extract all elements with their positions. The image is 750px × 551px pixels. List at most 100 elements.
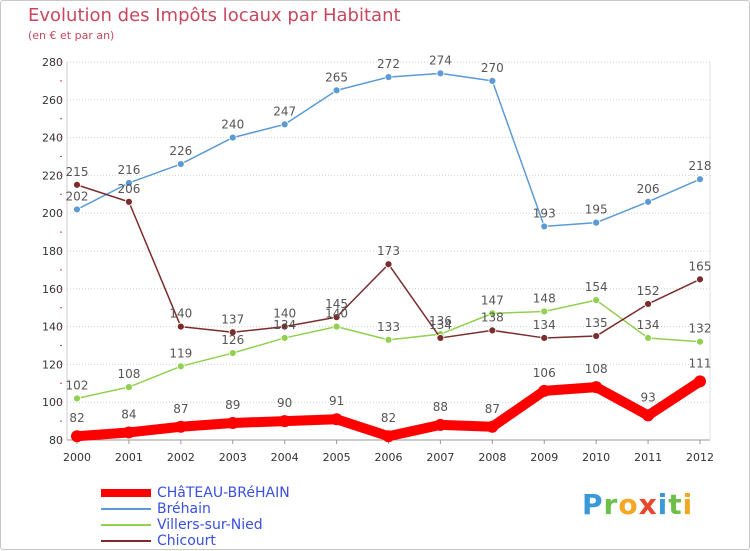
data-label: 206 [637,182,660,196]
logo-letter: P [582,488,604,521]
x-tick-label: 2003 [219,451,247,464]
data-label: 218 [689,159,712,173]
data-point [538,384,551,397]
x-tick-label: 2008 [478,451,506,464]
legend-label: Bréhain [157,501,211,517]
data-label: 89 [225,398,240,412]
data-point [278,415,291,428]
data-point [642,409,655,422]
data-label: 215 [66,165,89,179]
data-point [488,77,497,85]
data-point [71,430,83,443]
data-label: 240 [221,118,244,132]
legend-item: Bréhain [101,501,401,517]
data-label: 137 [221,312,244,326]
data-point [540,222,549,231]
x-tick-label: 2002 [167,451,195,464]
data-label: 193 [533,206,556,220]
legend-item: Chicourt [101,533,401,549]
data-point [436,69,445,78]
data-point [644,300,652,308]
chart-subtitle: (en € et par an) [28,29,115,42]
data-point [228,349,237,357]
data-point [592,218,601,227]
x-tick-label: 2007 [426,451,454,464]
data-label: 111 [689,356,712,370]
data-label: 140 [273,307,296,321]
data-label: 274 [429,53,452,67]
data-label: 132 [689,322,712,336]
data-point [280,322,289,331]
data-label: 145 [325,297,348,311]
x-tick-label: 2004 [271,451,299,464]
data-point [384,260,393,269]
legend: CHâTEAU-BRéHAIN Bréhain Villers-sur-Nied Ch… [101,485,401,549]
data-label: 148 [533,291,556,305]
data-label: 154 [585,280,608,294]
data-label: 206 [117,182,140,196]
data-point [644,197,652,206]
data-label: 82 [381,411,396,425]
logo-letter: t [668,488,683,521]
legend-item: CHâTEAU-BRéHAIN [101,485,401,501]
legend-item: Villers-sur-Nied [101,517,401,533]
data-label: 138 [481,310,504,324]
data-label: 140 [169,307,192,321]
data-point [176,362,185,371]
data-label: 135 [585,316,608,330]
x-tick-label: 2005 [323,451,351,464]
data-label: 165 [689,259,712,273]
y-tick-label: 180 [42,245,63,258]
y-tick-label: 240 [42,132,63,145]
data-point [228,133,237,142]
data-label: 93 [640,390,655,404]
data-point [125,179,133,187]
data-label: 173 [377,244,400,258]
legend-swatch [101,508,151,510]
data-point [540,307,549,316]
data-point [592,296,601,305]
y-tick-label: 100 [42,396,63,409]
data-point [644,334,652,342]
data-label: 202 [66,189,89,203]
data-point [694,375,706,388]
chart-title: Evolution des Impôts locaux par Habitant [28,5,401,26]
y-tick-label: 260 [42,94,63,107]
x-tick-label: 2011 [634,451,662,464]
data-point [73,205,81,214]
data-label: 195 [585,203,608,217]
data-label: 272 [377,57,400,71]
logo-letter: x [638,488,658,521]
x-tick-label: 2006 [375,451,403,464]
y-tick-label: 80 [49,434,63,447]
logo-letter: i [682,488,694,521]
data-point [176,322,185,331]
data-point [228,328,237,337]
y-tick-label: 200 [42,207,63,220]
x-tick-label: 2012 [686,451,714,464]
y-tick-label: 120 [42,358,63,371]
data-label: 87 [485,402,500,416]
data-point [332,86,341,95]
data-point [332,313,341,322]
data-point [384,73,393,82]
data-point [384,335,393,344]
y-tick-label: 280 [42,56,63,69]
data-point [436,334,445,342]
x-tick-label: 2000 [63,451,91,464]
data-label: 88 [433,400,448,414]
data-point [332,322,341,331]
data-point [382,430,395,443]
data-point [73,394,81,403]
data-point [125,383,133,391]
y-tick-label: 140 [42,321,63,334]
data-point [330,413,343,426]
data-point [125,197,133,206]
legend-swatch [101,489,151,497]
legend-label: CHâTEAU-BRéHAIN [157,485,290,501]
data-label: 87 [173,402,188,416]
series-line-0 [72,376,705,442]
data-label: 265 [325,70,348,84]
x-tick-label: 2009 [530,451,558,464]
